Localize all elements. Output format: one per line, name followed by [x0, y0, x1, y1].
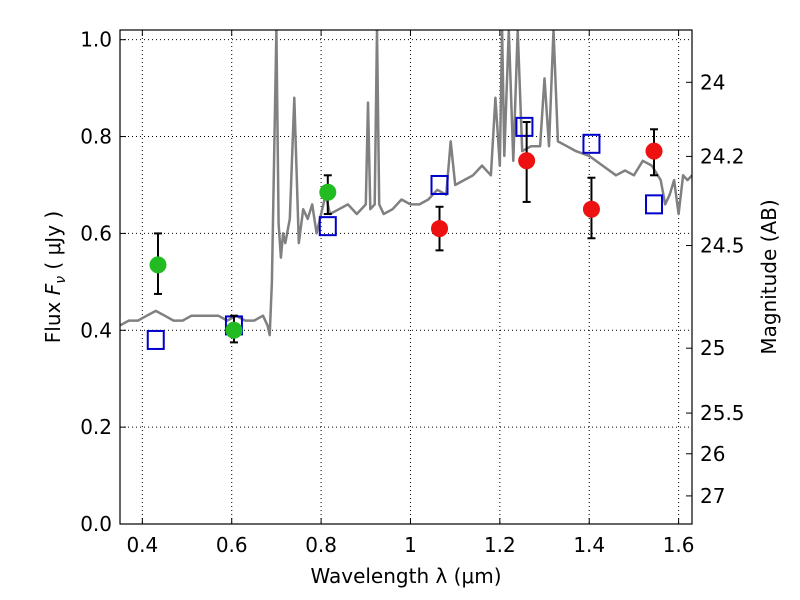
red_points-circle — [645, 142, 663, 160]
data-points — [146, 116, 664, 350]
y2-tick-label: 24.5 — [700, 234, 745, 258]
red_points-circle — [431, 220, 449, 238]
x-tick-label: 1.2 — [484, 533, 516, 557]
model-spectrum-line — [120, 30, 692, 337]
y2-tick-label: 24 — [700, 70, 725, 94]
y2-tick-label: 27 — [700, 484, 725, 508]
y-tick-label: 0.6 — [80, 221, 112, 245]
model_points-square — [146, 329, 165, 350]
y-axis-label-subscript: ν — [53, 276, 69, 284]
green_points-circle — [149, 256, 167, 274]
x-axis-label: Wavelength λ (μm) — [310, 564, 501, 588]
model_points-square — [515, 116, 534, 137]
y2-tick-label: 24.2 — [700, 144, 745, 168]
green_points-circle — [225, 321, 243, 339]
x-tick-label: 0.8 — [305, 533, 337, 557]
green_points-circle — [319, 183, 337, 201]
y2-tick-label: 25 — [700, 336, 725, 360]
y-tick-label: 0.4 — [80, 318, 112, 342]
x-tick-label: 1.4 — [573, 533, 605, 557]
y2-axis-label: Magnitude (AB) — [757, 199, 781, 354]
y-tick-label: 0.8 — [80, 125, 112, 149]
x-tick-label: 1.6 — [663, 533, 695, 557]
y-axis-ticks: 0.0 0.2 0.4 0.6 0.8 1.0 — [80, 28, 126, 536]
y-tick-label: 0.0 — [80, 512, 112, 536]
y-tick-label: 1.0 — [80, 28, 112, 52]
red_points-circle — [518, 152, 536, 170]
y2-tick-label: 25.5 — [700, 401, 745, 425]
y-axis-label-prefix: Flux — [41, 295, 65, 343]
plot-area — [120, 30, 692, 524]
y-tick-label: 0.2 — [80, 415, 112, 439]
red_points-circle — [582, 200, 600, 218]
x-tick-label: 0.6 — [216, 533, 248, 557]
model_points-square — [318, 216, 337, 237]
x-tick-label: 1 — [404, 533, 417, 557]
model_points-square — [582, 133, 601, 154]
y2-axis-ticks: 24 24.2 24.5 25 25.5 26 27 — [686, 70, 745, 508]
plot-frame — [119, 29, 693, 525]
y-axis-label: Flux Fν ( μJy ) — [41, 211, 69, 343]
y-axis-label-suffix: ( μJy ) — [41, 211, 65, 276]
x-tick-label: 0.4 — [126, 533, 158, 557]
y2-tick-label: 26 — [700, 442, 725, 466]
model_points-square — [645, 194, 664, 215]
model_points-square — [430, 174, 449, 195]
model-spectrum — [120, 30, 692, 337]
x-axis-ticks: 0.4 0.6 0.8 1 1.2 1.4 1.6 — [126, 30, 695, 557]
y-axis-label-symbol: F — [41, 283, 65, 295]
